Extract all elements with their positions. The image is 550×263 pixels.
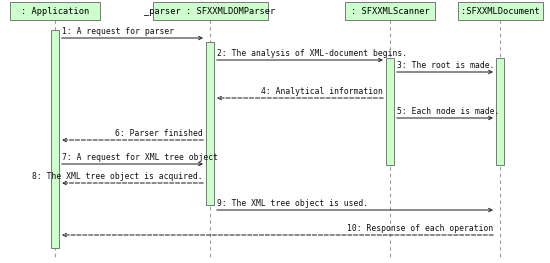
Text: 2: The analysis of XML-document begins.: 2: The analysis of XML-document begins. — [217, 49, 407, 58]
Bar — [10, 2, 100, 20]
Bar — [206, 42, 214, 205]
Text: :SFXXMLDocument: :SFXXMLDocument — [461, 7, 540, 16]
Bar — [386, 58, 394, 165]
Bar — [345, 2, 435, 20]
Bar — [152, 2, 267, 20]
Text: 9: The XML tree object is used.: 9: The XML tree object is used. — [217, 199, 368, 208]
Text: 6: Parser finished: 6: Parser finished — [116, 129, 203, 138]
Text: 10: Response of each operation: 10: Response of each operation — [346, 224, 493, 233]
Text: 3: The root is made.: 3: The root is made. — [397, 61, 494, 70]
Bar — [496, 58, 504, 165]
Bar — [458, 2, 542, 20]
Text: _parser : SFXXMLDOMParser: _parser : SFXXMLDOMParser — [144, 7, 276, 16]
Text: : Application: : Application — [21, 7, 89, 16]
Text: 1: A request for parser: 1: A request for parser — [62, 27, 174, 36]
Bar — [51, 30, 59, 248]
Text: 5: Each node is made.: 5: Each node is made. — [397, 107, 499, 116]
Text: 4: Analytical information: 4: Analytical information — [261, 87, 383, 96]
Text: 8: The XML tree object is acquired.: 8: The XML tree object is acquired. — [32, 172, 203, 181]
Text: : SFXXMLScanner: : SFXXMLScanner — [351, 7, 430, 16]
Text: 7: A request for XML tree object: 7: A request for XML tree object — [62, 153, 218, 162]
